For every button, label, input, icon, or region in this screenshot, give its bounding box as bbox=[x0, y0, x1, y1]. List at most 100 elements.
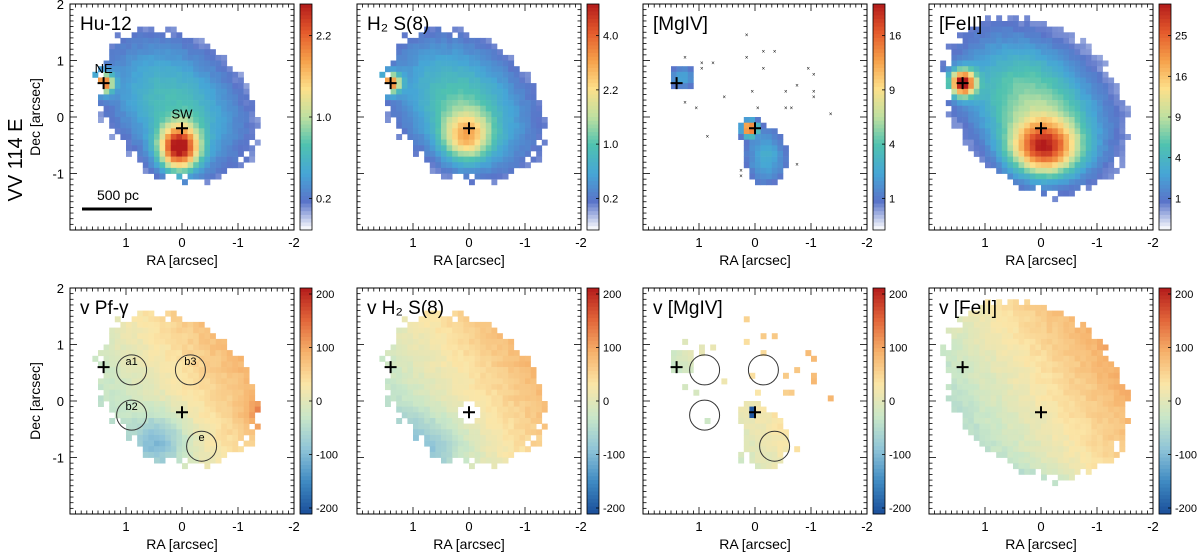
heatmap-cell bbox=[1001, 37, 1008, 44]
heatmap-cell bbox=[142, 451, 149, 458]
heatmap-cell bbox=[519, 429, 526, 436]
colorbar-step bbox=[1159, 207, 1171, 212]
heatmap-cell bbox=[210, 350, 216, 357]
nucleus-marker bbox=[97, 361, 110, 374]
heatmap-cell bbox=[109, 111, 116, 118]
heatmap-cell bbox=[441, 43, 447, 50]
heatmap-cell bbox=[120, 37, 127, 44]
heatmap-cell bbox=[170, 446, 177, 453]
heatmap-cell bbox=[530, 406, 537, 413]
heatmap-cell bbox=[103, 350, 110, 357]
colorbar-step bbox=[587, 124, 599, 129]
heatmap-cell bbox=[238, 412, 244, 419]
heatmap-cell bbox=[760, 463, 767, 470]
heatmap-cell bbox=[811, 355, 817, 362]
heatmap-cell bbox=[154, 418, 160, 424]
heatmap-cell bbox=[429, 37, 436, 44]
heatmap-cell bbox=[979, 156, 986, 163]
heatmap-cell bbox=[187, 395, 194, 402]
heatmap-cell bbox=[243, 88, 250, 95]
heatmap-cell bbox=[985, 150, 991, 157]
heatmap-cell bbox=[176, 156, 183, 163]
heatmap-cell bbox=[951, 83, 958, 90]
heatmap-cell bbox=[1024, 83, 1031, 90]
heatmap-cell bbox=[204, 378, 211, 385]
heatmap-cell bbox=[413, 128, 419, 135]
heatmap-cell bbox=[1057, 105, 1064, 112]
colorbar-step bbox=[587, 117, 599, 122]
heatmap-cell bbox=[945, 77, 952, 84]
heatmap-cell bbox=[142, 94, 149, 101]
heatmap-cell bbox=[525, 355, 531, 362]
colorbar-step bbox=[587, 75, 599, 80]
heatmap-cell bbox=[480, 355, 487, 362]
heatmap-cell bbox=[480, 333, 487, 340]
heatmap-cell bbox=[755, 440, 761, 447]
heatmap-cell bbox=[198, 71, 205, 78]
heatmap-cell bbox=[221, 122, 228, 129]
heatmap-cell bbox=[682, 367, 689, 374]
heatmap-cell bbox=[968, 88, 975, 95]
heatmap-cell bbox=[699, 344, 705, 351]
heatmap-cell bbox=[126, 321, 132, 328]
heatmap-cell bbox=[951, 117, 958, 123]
heatmap-cell bbox=[1018, 49, 1025, 56]
heatmap-cell bbox=[215, 389, 222, 396]
colorbar-step bbox=[873, 86, 885, 92]
heatmap-cell bbox=[951, 77, 958, 84]
heatmap-cell bbox=[480, 139, 487, 146]
heatmap-cell bbox=[232, 434, 239, 441]
heatmap-cell bbox=[120, 327, 127, 334]
heatmap-cell bbox=[176, 162, 183, 169]
colorbar-step bbox=[1159, 15, 1171, 20]
colorbar-step bbox=[300, 207, 312, 212]
heatmap-cell bbox=[519, 412, 526, 419]
heatmap-cell bbox=[541, 117, 548, 123]
heatmap-cell bbox=[940, 66, 947, 73]
heatmap-cell bbox=[187, 173, 194, 180]
heatmap-cell bbox=[491, 134, 498, 140]
heatmap-cell bbox=[424, 333, 431, 340]
heatmap-cell bbox=[777, 451, 784, 458]
heatmap-cell bbox=[1041, 128, 1047, 135]
heatmap-cell bbox=[743, 134, 750, 140]
heatmap-cell bbox=[508, 451, 515, 458]
heatmap-cell bbox=[131, 37, 138, 44]
heatmap-cell bbox=[198, 94, 205, 101]
heatmap-cell bbox=[1007, 21, 1014, 27]
heatmap-cell bbox=[771, 429, 778, 436]
heatmap-cell bbox=[159, 122, 166, 129]
colorbar-step bbox=[873, 196, 885, 201]
heatmap-cell bbox=[435, 83, 442, 90]
heatmap-cell bbox=[771, 179, 778, 186]
heatmap-cell bbox=[441, 94, 447, 101]
heatmap-cell bbox=[137, 139, 144, 146]
colorbar-step bbox=[1159, 143, 1171, 148]
heatmap-cell bbox=[210, 451, 216, 458]
heatmap-cell bbox=[249, 105, 256, 112]
heatmap-cell bbox=[1029, 150, 1036, 157]
heatmap-cell bbox=[154, 77, 160, 84]
heatmap-cell bbox=[671, 83, 677, 90]
heatmap-cell bbox=[491, 429, 498, 436]
heatmap-cell bbox=[1035, 139, 1042, 146]
heatmap-cell bbox=[985, 54, 991, 61]
heatmap-cell bbox=[1085, 105, 1092, 112]
heatmap-cell bbox=[749, 412, 756, 419]
heatmap-cell bbox=[249, 434, 256, 441]
heatmap-cell bbox=[390, 395, 397, 402]
heatmap-cell bbox=[221, 451, 228, 458]
heatmap-cell bbox=[142, 145, 149, 152]
heatmap-cell bbox=[193, 355, 200, 362]
heatmap-cell bbox=[491, 457, 498, 464]
heatmap-cell bbox=[243, 83, 250, 90]
heatmap-cell bbox=[1102, 94, 1109, 101]
heatmap-cell bbox=[142, 429, 149, 436]
heatmap-cell bbox=[1113, 122, 1120, 129]
colorbar-step bbox=[1159, 79, 1171, 84]
colorbar-step bbox=[873, 128, 885, 133]
colorbar-step bbox=[587, 483, 599, 489]
heatmap-cell bbox=[996, 145, 1003, 152]
heatmap-cell bbox=[1001, 26, 1008, 33]
heatmap-cell bbox=[446, 412, 453, 419]
